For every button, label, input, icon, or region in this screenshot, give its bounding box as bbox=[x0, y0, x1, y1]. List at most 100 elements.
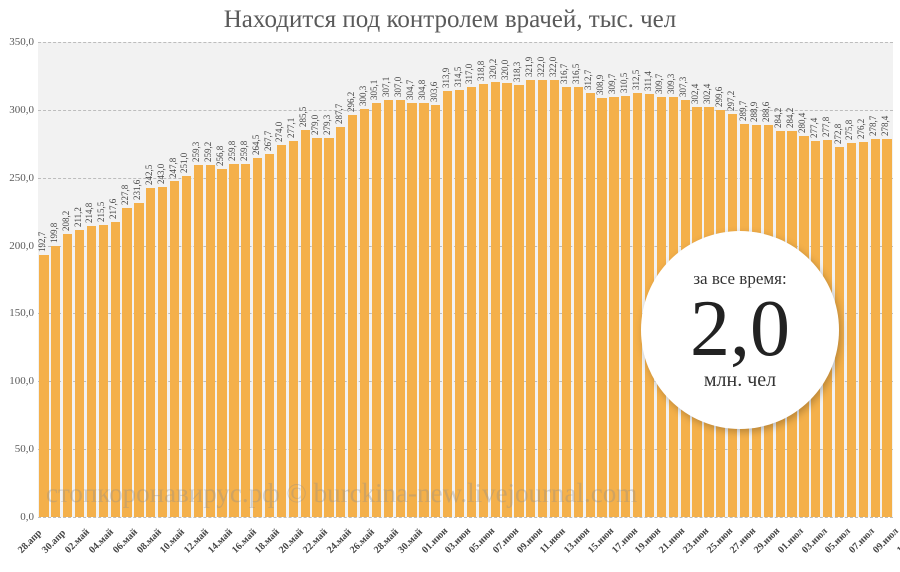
bar-value-label: 307,3 bbox=[678, 77, 688, 97]
bar bbox=[111, 222, 120, 517]
bar-value-label: 317,0 bbox=[464, 64, 474, 84]
bar bbox=[99, 225, 108, 517]
bar bbox=[443, 91, 452, 517]
x-tick-label: 30.май bbox=[396, 527, 425, 556]
bar bbox=[182, 176, 191, 517]
bar-value-label: 277,1 bbox=[286, 118, 296, 138]
x-tick-label: 12.май bbox=[182, 527, 211, 556]
x-tick-label: 05.июл bbox=[823, 526, 853, 556]
bar-value-label: 280,4 bbox=[797, 113, 807, 133]
bar-value-label: 247,8 bbox=[168, 157, 178, 177]
y-tick-label: 350,0 bbox=[2, 36, 34, 48]
y-tick-label: 0,0 bbox=[2, 511, 34, 523]
bar-value-label: 305,1 bbox=[369, 80, 379, 100]
bar-value-label: 296,2 bbox=[346, 92, 356, 112]
bar bbox=[859, 142, 868, 517]
bar bbox=[360, 109, 369, 517]
x-tick-label: 03.июл bbox=[800, 526, 830, 556]
x-tick-labels: 28.апр30.апр02.май04.май06.май08.май10.м… bbox=[38, 518, 893, 568]
y-tick-label: 100,0 bbox=[2, 375, 34, 387]
bar bbox=[479, 84, 488, 517]
bar-value-label: 251,0 bbox=[179, 153, 189, 173]
x-tick-label: 13.июн bbox=[562, 526, 592, 556]
bar bbox=[39, 255, 48, 517]
bar-value-label: 243,0 bbox=[156, 164, 166, 184]
bar bbox=[134, 203, 143, 517]
bar bbox=[633, 93, 642, 517]
bar-value-label: 259,8 bbox=[239, 141, 249, 161]
bar bbox=[63, 234, 72, 517]
bar bbox=[871, 139, 880, 517]
bar bbox=[502, 83, 511, 517]
bar bbox=[574, 87, 583, 517]
bar bbox=[514, 85, 523, 517]
bar bbox=[312, 138, 321, 517]
bar-value-label: 311,4 bbox=[643, 71, 653, 91]
x-tick-label: 18.май bbox=[253, 527, 282, 556]
bar bbox=[396, 100, 405, 517]
bar-value-label: 272,8 bbox=[833, 124, 843, 144]
bar-value-label: 304,7 bbox=[405, 80, 415, 100]
bar-value-label: 275,8 bbox=[844, 119, 854, 139]
bar bbox=[122, 208, 131, 517]
bar bbox=[301, 130, 310, 517]
bar-value-label: 277,4 bbox=[809, 117, 819, 137]
bar bbox=[526, 80, 535, 517]
x-tick-label: 29.июн bbox=[752, 526, 782, 556]
bar-value-label: 288,6 bbox=[761, 102, 771, 122]
bar-value-label: 322,0 bbox=[536, 57, 546, 77]
x-tick-label: 28.апр bbox=[16, 528, 44, 556]
y-tick-label: 50,0 bbox=[2, 443, 34, 455]
bar bbox=[51, 246, 60, 517]
bar bbox=[562, 87, 571, 517]
bar-value-label: 289,7 bbox=[738, 101, 748, 121]
bar-value-label: 274,0 bbox=[274, 122, 284, 142]
chart-title: Находится под контролем врачей, тыс. чел bbox=[0, 0, 900, 38]
bar-value-label: 310,5 bbox=[619, 72, 629, 92]
bar-value-label: 231,6 bbox=[132, 179, 142, 199]
x-tick-label: 07.июл bbox=[847, 526, 877, 556]
y-tick-label: 250,0 bbox=[2, 172, 34, 184]
bar-value-label: 284,2 bbox=[785, 108, 795, 128]
bar-value-label: 313,9 bbox=[441, 68, 451, 88]
bar-value-label: 259,3 bbox=[191, 142, 201, 162]
y-tick-label: 150,0 bbox=[2, 307, 34, 319]
x-tick-label: 26.май bbox=[348, 527, 377, 556]
bar-value-label: 322,0 bbox=[548, 57, 558, 77]
bar bbox=[277, 145, 286, 517]
bar-value-label: 288,9 bbox=[749, 102, 759, 122]
x-tick-label: 15.июн bbox=[586, 526, 616, 556]
bar bbox=[146, 188, 155, 517]
bar bbox=[348, 115, 357, 517]
bar bbox=[455, 90, 464, 517]
bar bbox=[336, 127, 345, 517]
x-tick-label: 06.май bbox=[111, 527, 140, 556]
bar bbox=[431, 105, 440, 517]
x-tick-label: 16.май bbox=[230, 527, 259, 556]
bar bbox=[407, 103, 416, 517]
x-tick-label: 09.июл bbox=[871, 526, 900, 556]
bar-value-label: 307,1 bbox=[381, 77, 391, 97]
bar-value-label: 242,5 bbox=[144, 165, 154, 185]
bar-value-label: 192,7 bbox=[37, 232, 47, 252]
bar-value-label: 307,0 bbox=[393, 77, 403, 97]
bar-value-label: 284,2 bbox=[773, 108, 783, 128]
bar-value-label: 279,3 bbox=[322, 115, 332, 135]
x-tick-label: 28.май bbox=[372, 527, 401, 556]
bar bbox=[87, 226, 96, 518]
bar bbox=[384, 100, 393, 517]
bar-value-label: 259,2 bbox=[203, 142, 213, 162]
x-tick-label: 07.июн bbox=[491, 526, 521, 556]
bar-value-label: 309,7 bbox=[607, 73, 617, 93]
bar bbox=[621, 96, 630, 517]
bar-value-label: 256,8 bbox=[215, 145, 225, 165]
bar-value-label: 316,5 bbox=[571, 64, 581, 84]
bar-value-label: 227,8 bbox=[120, 185, 130, 205]
bar-value-label: 318,8 bbox=[476, 61, 486, 81]
bar-value-label: 314,5 bbox=[453, 67, 463, 87]
bar bbox=[158, 187, 167, 517]
bar-value-label: 276,2 bbox=[856, 119, 866, 139]
bar-value-label: 320,2 bbox=[488, 59, 498, 79]
bar-value-label: 299,6 bbox=[714, 87, 724, 107]
callout-big-number: 2,0 bbox=[690, 289, 790, 369]
